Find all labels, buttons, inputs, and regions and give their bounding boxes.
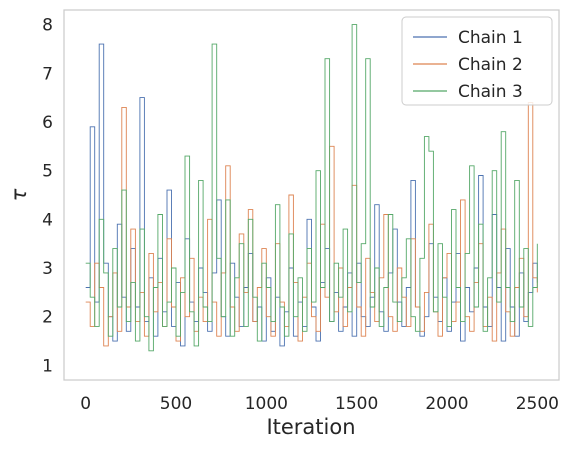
y-axis-label: τ — [7, 188, 31, 201]
x-tick-label: 1500 — [335, 394, 378, 414]
x-tick-label: 2000 — [425, 394, 468, 414]
legend: Chain 1 Chain 2 Chain 3 — [401, 16, 553, 106]
y-tick-label: 4 — [42, 210, 53, 230]
y-tick-label: 6 — [42, 113, 53, 133]
series-layer — [85, 24, 538, 352]
x-axis-label: Iteration — [266, 415, 355, 439]
x-tick-label: 500 — [160, 394, 192, 414]
y-tick-label: 2 — [42, 308, 53, 328]
y-tick-label: 7 — [42, 64, 53, 84]
x-axis: 0 500 1000 1500 2000 2500 — [80, 394, 559, 414]
y-tick-label: 8 — [42, 16, 53, 36]
legend-label-1: Chain 1 — [458, 28, 523, 48]
series-line-3 — [85, 24, 538, 352]
legend-label-3: Chain 3 — [458, 82, 523, 102]
legend-label-2: Chain 2 — [458, 55, 523, 75]
x-tick-label: 2500 — [516, 394, 559, 414]
y-tick-label: 1 — [42, 356, 53, 376]
x-tick-label: 0 — [80, 394, 91, 414]
y-axis: 1 2 3 4 5 6 7 8 — [42, 16, 53, 377]
x-tick-label: 1000 — [245, 394, 288, 414]
legend-box — [401, 16, 553, 106]
y-tick-label: 5 — [42, 162, 53, 182]
y-tick-label: 3 — [42, 259, 53, 279]
